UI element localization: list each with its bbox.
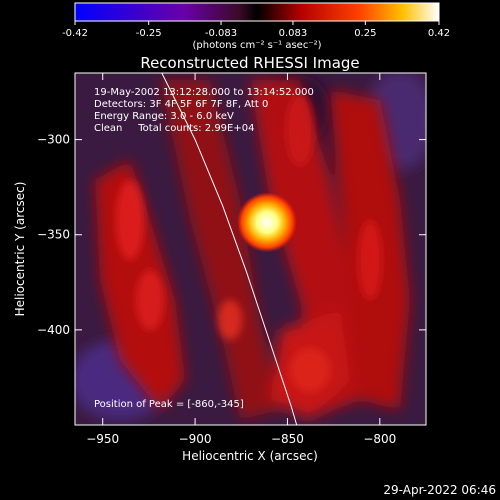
colorbar-frame: [74, 2, 440, 22]
info-line-detectors: Detectors: 3F 4F 5F 6F 7F 8F, Att 0: [94, 99, 268, 110]
colorbar-tick-label: 0.25: [354, 28, 376, 39]
x-tick-label: −900: [179, 432, 212, 446]
plot-frame: [74, 72, 427, 426]
colorbar-unit-label: (photons cm⁻² s⁻¹ asec⁻²): [192, 40, 321, 51]
colorbar-tick-label: -0.42: [62, 28, 88, 39]
timestamp: 29-Apr-2022 06:46: [383, 483, 496, 497]
x-tick-label: −800: [363, 432, 396, 446]
x-axis-ticks: −950 −900 −850 −800: [86, 73, 396, 446]
x-tick-label: −950: [86, 432, 119, 446]
y-tick-label: −400: [37, 323, 70, 337]
chart-title: Reconstructed RHESSI Image: [140, 54, 359, 72]
y-axis-ticks: −400 −350 −300: [37, 133, 426, 337]
info-line-energy: Energy Range: 3.0 - 6.0 keV: [94, 111, 234, 122]
y-axis-label: Heliocentric Y (arcsec): [13, 182, 27, 317]
info-line-time: 19-May-2002 13:12:28.000 to 13:14:52.000: [94, 87, 314, 98]
info-line-counts: Clean Total counts: 2.99E+04: [94, 123, 254, 134]
x-tick-label: −850: [271, 432, 304, 446]
y-tick-label: −300: [37, 133, 70, 147]
colorbar-tick-label: -0.083: [205, 28, 237, 39]
heatmap-image: [75, 73, 426, 425]
colorbar-tick-label: 0.083: [279, 28, 308, 39]
colorbar: [75, 3, 439, 21]
y-tick-label: −350: [37, 228, 70, 242]
peak-position-label: Position of Peak = [-860,-345]: [94, 399, 244, 410]
peak-source: [236, 192, 297, 253]
colorbar-tick-label: -0.25: [136, 28, 162, 39]
colorbar-ticks: -0.42 -0.25 -0.083 0.083 0.25 0.42: [62, 21, 450, 39]
x-axis-label: Heliocentric X (arcsec): [182, 449, 318, 463]
colorbar-tick-label: 0.42: [428, 28, 450, 39]
info-block: 19-May-2002 13:12:28.000 to 13:14:52.000…: [94, 87, 314, 134]
solar-limb-line: [161, 73, 298, 425]
